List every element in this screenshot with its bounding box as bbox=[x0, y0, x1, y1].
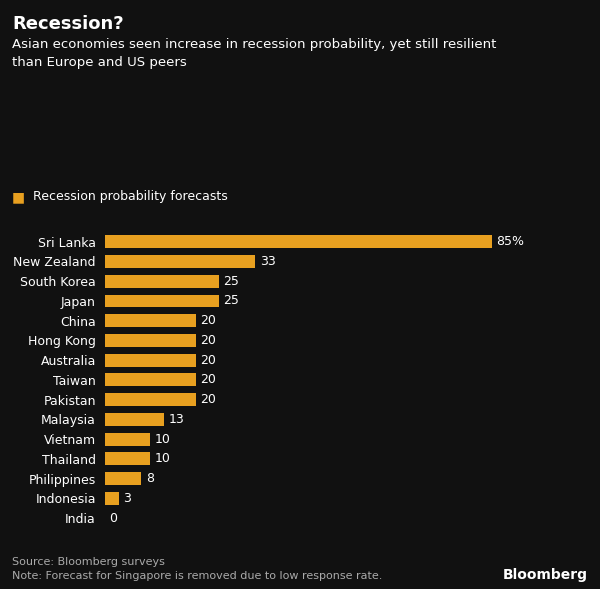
Bar bbox=[105, 452, 151, 465]
Bar bbox=[105, 472, 142, 485]
Text: 10: 10 bbox=[155, 432, 171, 446]
Text: 20: 20 bbox=[200, 393, 217, 406]
Text: Recession?: Recession? bbox=[12, 15, 124, 33]
Text: 33: 33 bbox=[260, 255, 275, 268]
Bar bbox=[105, 255, 255, 268]
Text: Recession probability forecasts: Recession probability forecasts bbox=[33, 190, 228, 203]
Text: 13: 13 bbox=[169, 413, 184, 426]
Text: ■: ■ bbox=[12, 190, 25, 204]
Bar bbox=[105, 354, 196, 366]
Text: 20: 20 bbox=[200, 373, 217, 386]
Text: 25: 25 bbox=[223, 294, 239, 307]
Bar bbox=[105, 492, 119, 505]
Text: 20: 20 bbox=[200, 353, 217, 367]
Text: 25: 25 bbox=[223, 274, 239, 287]
Text: 8: 8 bbox=[146, 472, 154, 485]
Bar bbox=[105, 334, 196, 347]
Bar bbox=[105, 433, 151, 445]
Bar bbox=[105, 236, 491, 248]
Bar bbox=[105, 413, 164, 426]
Bar bbox=[105, 373, 196, 386]
Text: 85%: 85% bbox=[496, 235, 524, 248]
Text: Source: Bloomberg surveys
Note: Forecast for Singapore is removed due to low res: Source: Bloomberg surveys Note: Forecast… bbox=[12, 557, 382, 581]
Text: 20: 20 bbox=[200, 314, 217, 327]
Text: 0: 0 bbox=[110, 512, 118, 525]
Text: 20: 20 bbox=[200, 334, 217, 347]
Bar bbox=[105, 393, 196, 406]
Bar bbox=[105, 294, 218, 307]
Text: Bloomberg: Bloomberg bbox=[503, 568, 588, 582]
Text: 10: 10 bbox=[155, 452, 171, 465]
Bar bbox=[105, 275, 218, 287]
Text: Asian economies seen increase in recession probability, yet still resilient
than: Asian economies seen increase in recessi… bbox=[12, 38, 496, 69]
Bar bbox=[105, 315, 196, 327]
Text: 3: 3 bbox=[123, 492, 131, 505]
